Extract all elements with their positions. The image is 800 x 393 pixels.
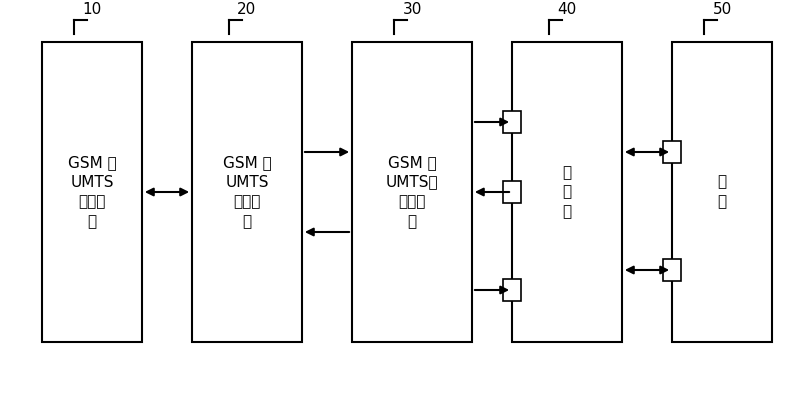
Bar (663, 141, 681, 163)
Bar (352, 42, 472, 342)
Bar (503, 111, 521, 133)
Bar (42, 42, 142, 342)
Text: GSM 与
UMTS
基带单
元: GSM 与 UMTS 基带单 元 (222, 155, 271, 229)
Bar (672, 42, 772, 342)
Text: 10: 10 (82, 2, 102, 17)
Text: 天
线: 天 线 (718, 174, 726, 209)
Text: 双
工
器: 双 工 器 (562, 165, 571, 219)
Text: GSM 与
UMTS中
射频单
元: GSM 与 UMTS中 射频单 元 (386, 155, 438, 229)
Text: 50: 50 (712, 2, 732, 17)
Text: 40: 40 (558, 2, 577, 17)
Text: 20: 20 (238, 2, 257, 17)
Bar (663, 259, 681, 281)
Bar (192, 42, 302, 342)
Bar (512, 42, 622, 342)
Text: GSM 与
UMTS
控制单
元: GSM 与 UMTS 控制单 元 (68, 155, 116, 229)
Bar (503, 279, 521, 301)
Text: 30: 30 (402, 2, 422, 17)
Bar (503, 181, 521, 203)
